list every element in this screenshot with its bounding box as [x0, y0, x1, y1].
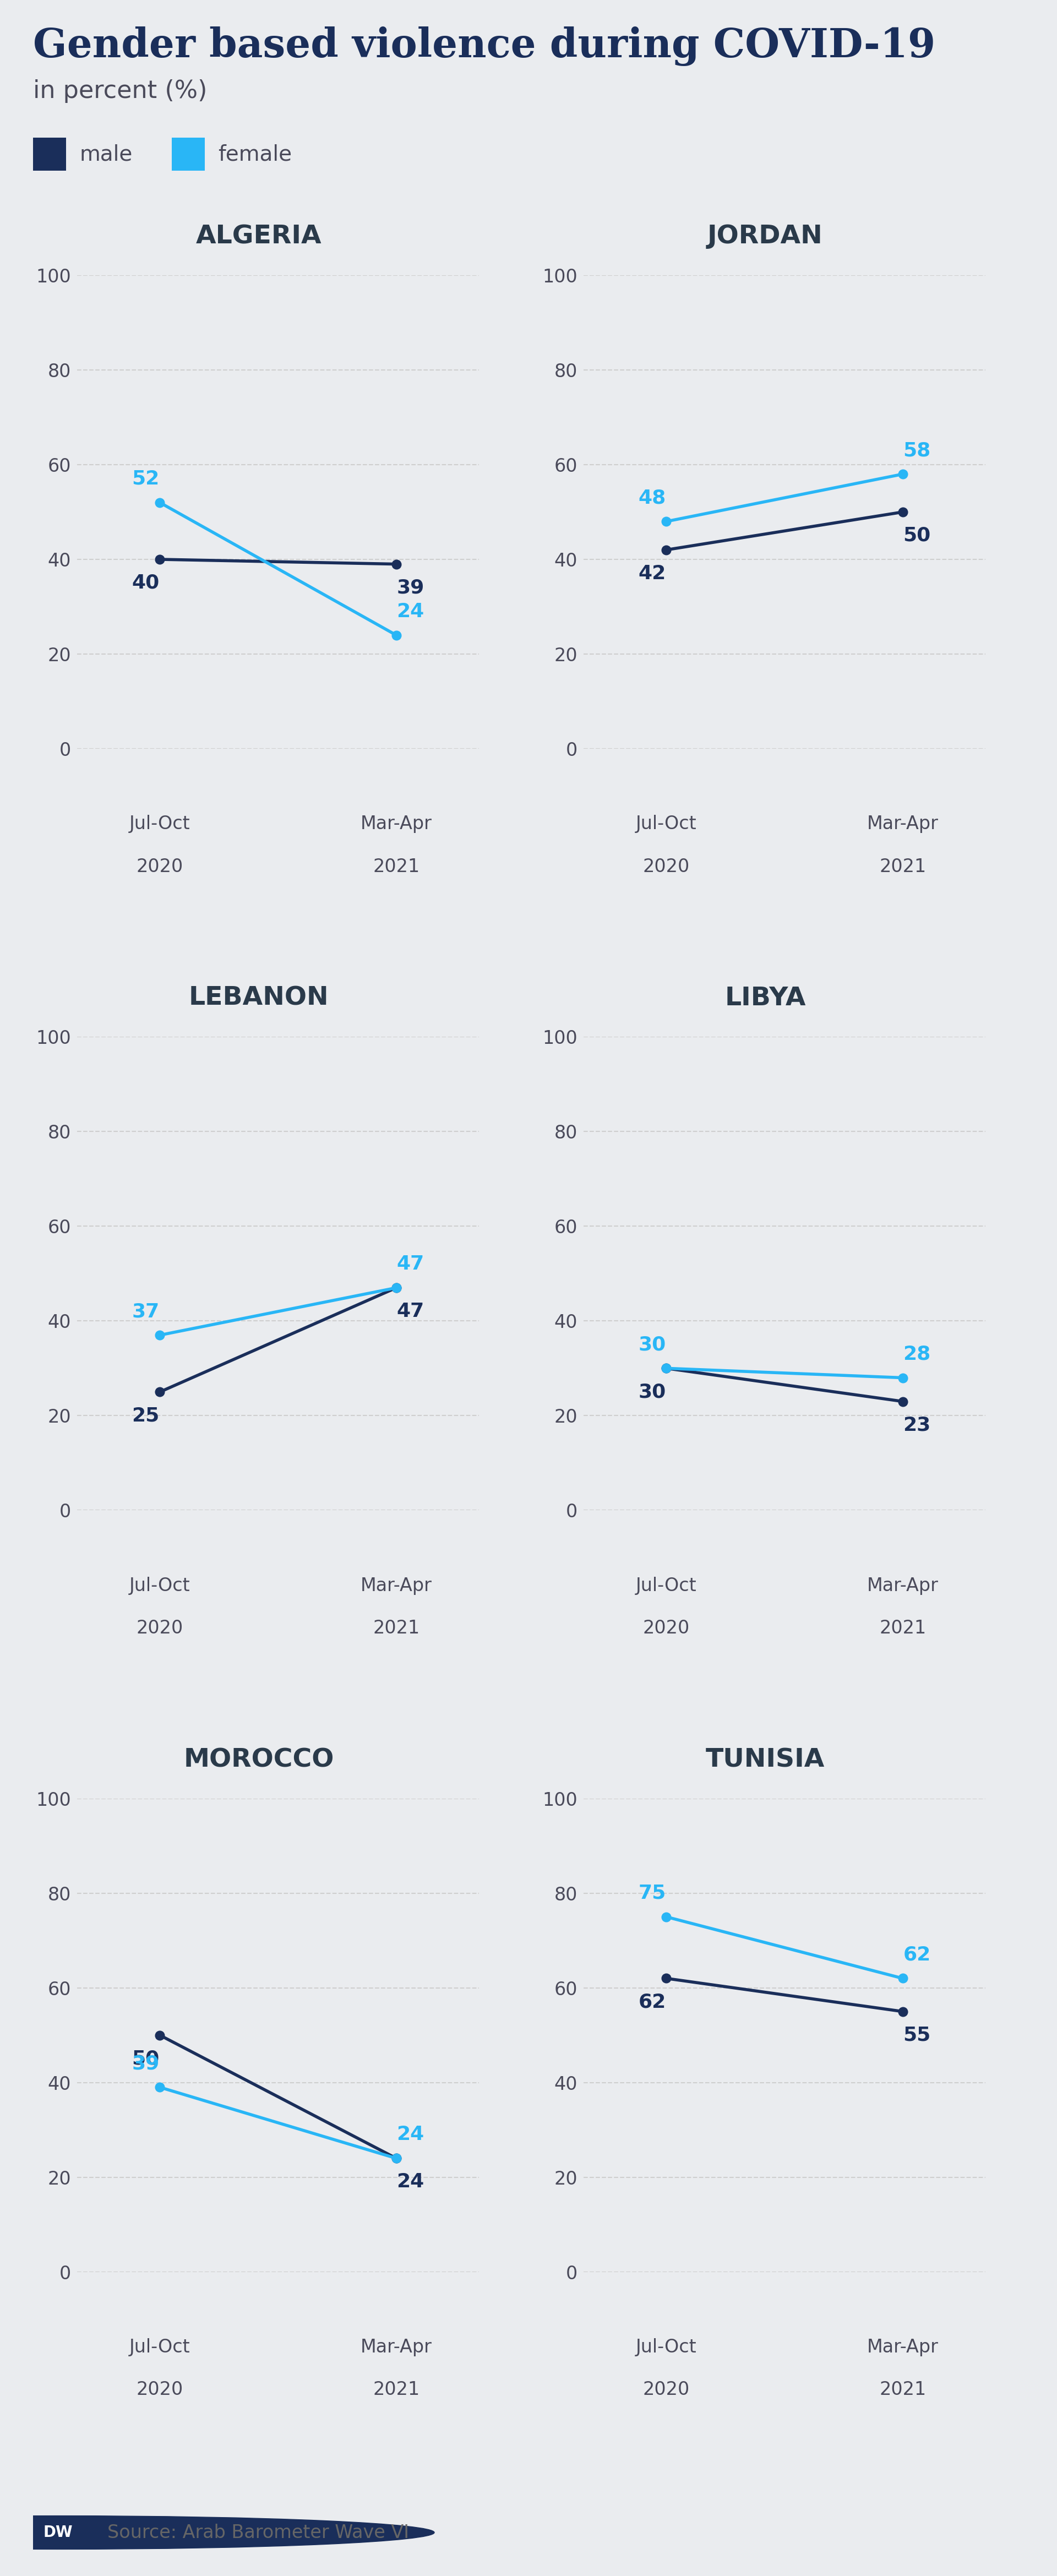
Text: Mar-Apr: Mar-Apr	[867, 814, 939, 832]
Text: Jul-Oct: Jul-Oct	[636, 1577, 697, 1595]
Bar	[33, 137, 66, 170]
Text: 2021: 2021	[879, 1620, 926, 1638]
Text: 24: 24	[396, 2125, 424, 2143]
Text: MOROCCO: MOROCCO	[184, 1747, 334, 1772]
Text: 62: 62	[638, 1994, 666, 2012]
Text: 62: 62	[903, 1945, 931, 1963]
Text: 40: 40	[132, 574, 160, 592]
Text: LEBANON: LEBANON	[188, 987, 329, 1010]
Text: DW: DW	[43, 2524, 73, 2540]
Text: 2021: 2021	[879, 2380, 926, 2398]
Text: 25: 25	[132, 1406, 160, 1425]
Text: Jul-Oct: Jul-Oct	[129, 1577, 190, 1595]
Text: 23: 23	[903, 1417, 931, 1435]
Text: TUNISIA: TUNISIA	[706, 1747, 824, 1772]
Text: JORDAN: JORDAN	[707, 224, 823, 250]
Text: Mar-Apr: Mar-Apr	[867, 2339, 939, 2357]
Text: Jul-Oct: Jul-Oct	[129, 814, 190, 832]
Text: Mar-Apr: Mar-Apr	[360, 1577, 432, 1595]
Text: 37: 37	[132, 1303, 160, 1321]
Text: 2021: 2021	[373, 1620, 420, 1638]
Text: 24: 24	[396, 603, 424, 621]
Text: 24: 24	[396, 2172, 424, 2192]
Bar	[171, 137, 205, 170]
Text: 39: 39	[396, 577, 424, 598]
Text: 2020: 2020	[643, 1620, 690, 1638]
Text: Jul-Oct: Jul-Oct	[636, 814, 697, 832]
Text: in percent (%): in percent (%)	[33, 80, 207, 103]
Text: male: male	[79, 144, 132, 165]
Text: female: female	[218, 144, 292, 165]
Text: 2020: 2020	[136, 2380, 183, 2398]
Text: 28: 28	[903, 1345, 931, 1363]
Text: Jul-Oct: Jul-Oct	[636, 2339, 697, 2357]
Text: ALGERIA: ALGERIA	[196, 224, 321, 250]
Text: 75: 75	[638, 1883, 666, 1904]
Text: 2021: 2021	[373, 858, 420, 876]
Text: 50: 50	[132, 2050, 160, 2069]
Text: Mar-Apr: Mar-Apr	[360, 2339, 432, 2357]
Text: 30: 30	[638, 1383, 666, 1401]
Text: 2020: 2020	[643, 2380, 690, 2398]
Text: 2020: 2020	[136, 1620, 183, 1638]
Text: 50: 50	[903, 526, 931, 546]
Text: 47: 47	[396, 1301, 424, 1321]
Text: 2021: 2021	[879, 858, 926, 876]
Text: 30: 30	[638, 1334, 666, 1355]
Text: 58: 58	[903, 440, 931, 461]
Text: 2020: 2020	[136, 858, 183, 876]
Text: 39: 39	[132, 2053, 160, 2074]
Text: 47: 47	[396, 1255, 424, 1273]
Text: Jul-Oct: Jul-Oct	[129, 2339, 190, 2357]
Text: Mar-Apr: Mar-Apr	[867, 1577, 939, 1595]
Text: 42: 42	[638, 564, 666, 582]
Text: 55: 55	[903, 2025, 931, 2045]
Text: Mar-Apr: Mar-Apr	[360, 814, 432, 832]
Text: Source: Arab Barometer Wave VI: Source: Arab Barometer Wave VI	[108, 2524, 409, 2543]
Text: Gender based violence during COVID-19: Gender based violence during COVID-19	[33, 26, 935, 67]
Text: 2020: 2020	[643, 858, 690, 876]
Text: 48: 48	[638, 489, 666, 507]
Text: LIBYA: LIBYA	[725, 987, 805, 1010]
Text: 52: 52	[132, 469, 160, 489]
Circle shape	[0, 2517, 434, 2550]
Text: 2021: 2021	[373, 2380, 420, 2398]
